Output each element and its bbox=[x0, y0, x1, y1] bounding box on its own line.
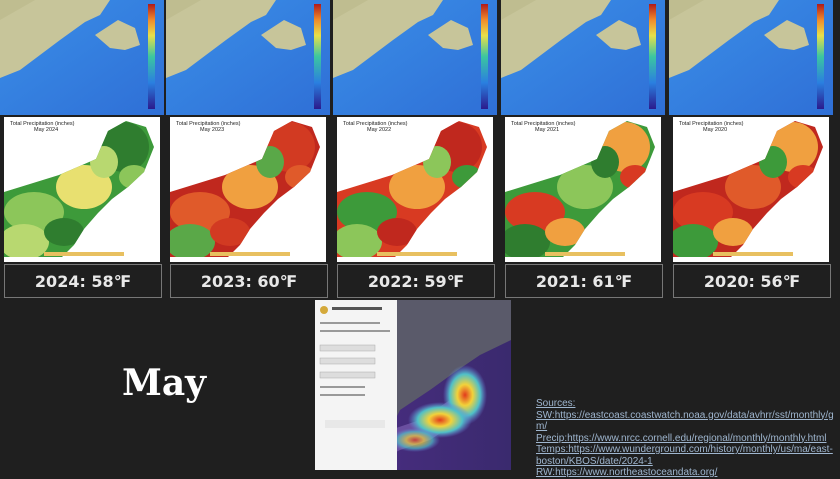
temp-label: 2022: 59℉ bbox=[337, 264, 495, 298]
precip-patch bbox=[170, 224, 215, 257]
source-link[interactable]: Temps:https://www.wunderground.com/histo… bbox=[536, 444, 833, 467]
sst-map bbox=[333, 0, 497, 115]
source-link[interactable]: Precip:https://www.nrcc.cornell.edu/regi… bbox=[536, 432, 827, 444]
precip-legend bbox=[713, 252, 793, 256]
sst-map bbox=[0, 0, 164, 115]
precip-patch bbox=[545, 218, 585, 246]
precip-title: Total Precipitation (inches) bbox=[10, 121, 75, 127]
sst-land bbox=[764, 20, 809, 50]
month-label: May bbox=[122, 362, 207, 404]
temp-label: 2023: 60℉ bbox=[170, 264, 328, 298]
sst-land bbox=[0, 0, 110, 78]
precip-patch bbox=[337, 192, 397, 232]
sst-land bbox=[428, 20, 473, 50]
precip-subtitle: May 2020 bbox=[703, 127, 727, 133]
temp-label: 2020: 56℉ bbox=[673, 264, 831, 298]
precip-map: Total Precipitation (inches)May 2022 bbox=[337, 117, 493, 262]
sst-land bbox=[0, 0, 35, 20]
precip-patch bbox=[505, 224, 550, 257]
sources-heading: Sources: bbox=[536, 398, 576, 409]
precip-patch bbox=[337, 224, 382, 257]
precip-patch bbox=[170, 192, 230, 232]
sst-colorbar bbox=[481, 4, 488, 109]
precip-title: Total Precipitation (inches) bbox=[511, 121, 576, 127]
precip-map: Total Precipitation (inches)May 2021 bbox=[505, 117, 661, 262]
sst-land bbox=[166, 0, 201, 20]
sst-land bbox=[166, 0, 276, 78]
precip-subtitle: May 2021 bbox=[535, 127, 559, 133]
sst-land bbox=[501, 0, 611, 78]
precip-legend bbox=[377, 252, 457, 256]
sst-colorbar bbox=[817, 4, 824, 109]
temp-label: 2024: 58℉ bbox=[4, 264, 162, 298]
sst-map bbox=[166, 0, 330, 115]
precip-patch bbox=[4, 192, 64, 232]
sst-land bbox=[669, 0, 779, 78]
precip-map: Total Precipitation (inches)May 2020 bbox=[673, 117, 829, 262]
precip-map: Total Precipitation (inches)May 2024 bbox=[4, 117, 160, 262]
precip-patch bbox=[4, 224, 49, 257]
sst-land bbox=[333, 0, 443, 78]
precip-title: Total Precipitation (inches) bbox=[343, 121, 408, 127]
sst-land bbox=[333, 0, 368, 20]
rw-map bbox=[315, 300, 511, 470]
sst-land bbox=[596, 20, 641, 50]
sst-colorbar bbox=[649, 4, 656, 109]
precip-patch bbox=[673, 192, 733, 232]
temp-label: 2021: 61℉ bbox=[505, 264, 663, 298]
precip-patch bbox=[210, 218, 250, 246]
sst-colorbar bbox=[148, 4, 155, 109]
precip-patch bbox=[377, 218, 417, 246]
sources: Sources: SW:https://eastcoast.coastwatch… bbox=[536, 398, 836, 479]
sst-land bbox=[95, 20, 140, 50]
precip-legend bbox=[210, 252, 290, 256]
precip-subtitle: May 2024 bbox=[34, 127, 58, 133]
precip-patch bbox=[505, 192, 565, 232]
precip-patch bbox=[673, 224, 718, 257]
precip-subtitle: May 2023 bbox=[200, 127, 224, 133]
precip-patch bbox=[713, 218, 753, 246]
precip-subtitle: May 2022 bbox=[367, 127, 391, 133]
precip-map: Total Precipitation (inches)May 2023 bbox=[170, 117, 326, 262]
precip-title: Total Precipitation (inches) bbox=[679, 121, 744, 127]
sst-land bbox=[261, 20, 306, 50]
source-link[interactable]: RW:https://www.northeastoceandata.org/ bbox=[536, 467, 718, 478]
sst-colorbar bbox=[314, 4, 321, 109]
source-link[interactable]: SW:https://eastcoast.coastwatch.noaa.gov… bbox=[536, 409, 834, 433]
sst-land bbox=[669, 0, 704, 20]
precip-title: Total Precipitation (inches) bbox=[176, 121, 241, 127]
precip-legend bbox=[545, 252, 625, 256]
precip-legend bbox=[44, 252, 124, 256]
sst-land bbox=[501, 0, 536, 20]
sst-map bbox=[501, 0, 665, 115]
precip-patch bbox=[44, 218, 84, 246]
sst-map bbox=[669, 0, 833, 115]
